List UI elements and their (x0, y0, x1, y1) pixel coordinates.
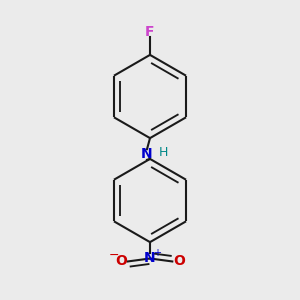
Text: N: N (141, 148, 153, 161)
Text: N: N (144, 251, 156, 266)
Text: F: F (145, 25, 155, 39)
Text: +: + (152, 248, 160, 258)
Text: O: O (173, 254, 185, 268)
Text: −: − (109, 249, 120, 262)
Text: O: O (115, 254, 127, 268)
Text: H: H (159, 146, 168, 159)
